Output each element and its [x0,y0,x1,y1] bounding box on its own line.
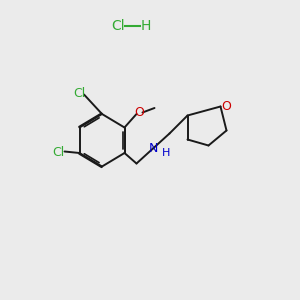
Text: O: O [222,100,231,113]
Text: H: H [162,148,171,158]
Text: Cl: Cl [52,146,64,160]
Text: O: O [135,106,144,119]
Text: N: N [148,142,158,155]
Text: Cl: Cl [112,19,125,32]
Text: Cl: Cl [74,86,86,100]
Text: H: H [140,19,151,32]
